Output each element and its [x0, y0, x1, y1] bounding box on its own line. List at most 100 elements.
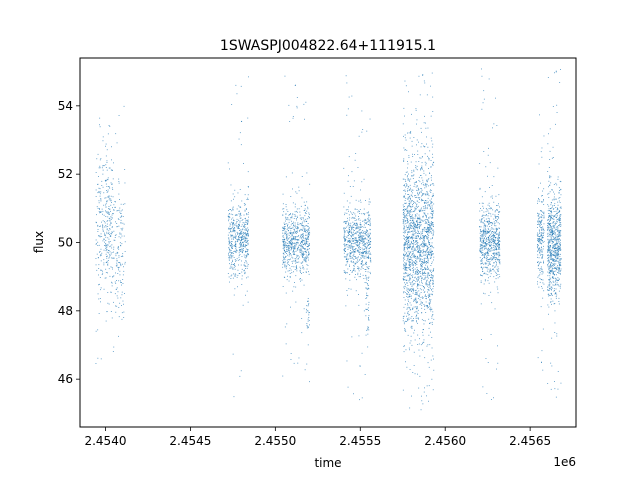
data-point — [309, 244, 310, 246]
data-point — [421, 177, 423, 179]
data-point — [404, 215, 405, 217]
data-point — [422, 216, 424, 218]
data-point — [241, 251, 243, 253]
data-point — [235, 246, 236, 247]
data-point — [348, 214, 350, 216]
data-point — [485, 218, 487, 220]
data-point — [369, 229, 371, 231]
data-point — [351, 214, 353, 215]
data-point — [99, 255, 101, 257]
data-point — [288, 242, 290, 244]
data-point — [483, 238, 485, 239]
data-point — [362, 129, 364, 130]
data-point — [298, 357, 300, 359]
data-point — [118, 262, 120, 263]
data-point — [406, 171, 408, 173]
data-point — [492, 269, 494, 270]
data-point — [426, 305, 428, 307]
data-point — [244, 241, 246, 243]
data-point — [365, 253, 366, 255]
data-point — [416, 144, 417, 146]
data-point — [484, 272, 486, 274]
data-point — [433, 253, 434, 255]
data-point — [411, 344, 413, 346]
data-point — [428, 228, 430, 230]
data-point — [240, 85, 242, 87]
data-point — [408, 241, 410, 243]
data-point — [355, 261, 357, 263]
data-point — [482, 240, 484, 242]
data-point — [286, 250, 287, 252]
data-point — [244, 240, 245, 242]
data-point — [417, 283, 418, 285]
data-point — [485, 227, 486, 229]
data-point — [369, 228, 371, 230]
data-point — [117, 267, 119, 268]
data-point — [492, 213, 494, 215]
data-point — [422, 181, 424, 183]
data-point — [425, 301, 427, 303]
data-point — [296, 229, 298, 231]
data-point — [422, 243, 424, 245]
data-point — [290, 254, 292, 256]
data-point — [119, 233, 121, 235]
data-point — [301, 240, 303, 242]
data-point — [105, 226, 107, 228]
data-point — [498, 237, 500, 238]
data-point — [305, 250, 307, 252]
data-point — [120, 222, 122, 224]
data-point — [296, 208, 298, 210]
data-point — [409, 309, 411, 311]
data-point — [243, 236, 245, 238]
data-point — [298, 261, 300, 263]
data-point — [242, 226, 244, 227]
data-point — [359, 213, 361, 214]
data-point — [299, 249, 301, 251]
data-point — [409, 213, 411, 215]
data-point — [346, 360, 348, 362]
data-point — [418, 202, 420, 203]
data-point — [416, 240, 417, 242]
data-point — [108, 238, 110, 240]
data-point — [284, 265, 286, 267]
data-point — [291, 222, 293, 224]
data-point — [233, 264, 235, 265]
data-point — [361, 261, 362, 263]
data-point — [404, 221, 406, 222]
data-point — [485, 252, 487, 254]
data-point — [368, 211, 369, 213]
data-point — [411, 291, 412, 292]
data-point — [402, 209, 404, 211]
data-point — [411, 316, 413, 317]
data-point — [483, 241, 485, 243]
data-point — [234, 265, 236, 267]
data-point — [420, 224, 422, 225]
data-point — [429, 225, 430, 226]
data-point — [487, 249, 489, 251]
data-point — [98, 176, 99, 177]
data-point — [484, 254, 486, 256]
data-point — [123, 317, 125, 318]
data-point — [489, 258, 491, 260]
data-point — [413, 284, 415, 286]
data-point — [118, 267, 119, 269]
data-point — [414, 226, 416, 228]
data-point — [424, 273, 426, 274]
data-point — [287, 270, 289, 272]
data-point — [353, 252, 355, 254]
data-point — [430, 203, 431, 205]
data-point — [235, 274, 237, 276]
data-point — [355, 153, 357, 154]
data-point — [482, 271, 484, 272]
data-point — [485, 235, 486, 237]
data-point — [306, 363, 308, 365]
data-point — [488, 248, 490, 250]
data-point — [430, 270, 431, 272]
data-point — [237, 227, 239, 229]
data-point — [106, 228, 108, 230]
data-point — [107, 237, 109, 239]
data-point — [365, 243, 366, 244]
data-point — [497, 266, 499, 268]
data-point — [365, 275, 367, 277]
data-point — [432, 164, 434, 166]
